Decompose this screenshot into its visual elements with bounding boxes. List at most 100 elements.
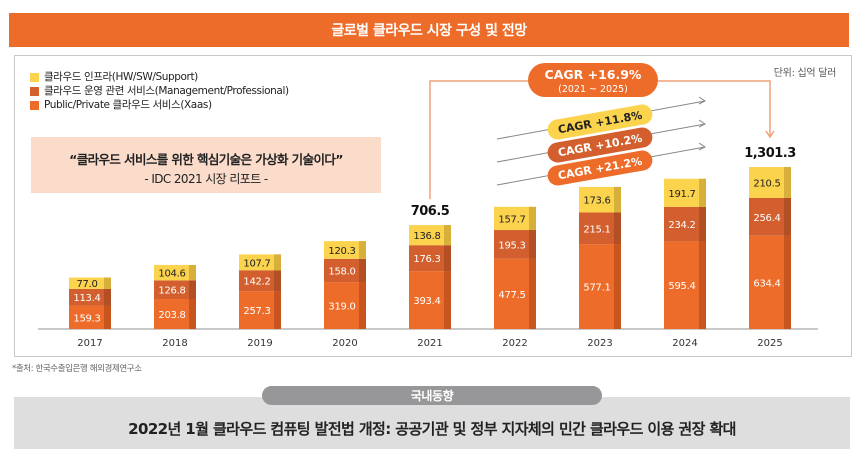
data-label-management-2019: 142.2 [243,277,270,288]
bar-edge-infra-2025 [784,167,791,198]
cagr-arrowhead-infra [698,96,706,105]
quote-main: “클라우드 서비스를 위한 핵심기술은 가상화 기술이다” [69,152,343,167]
data-label-public_private-2024: 595.4 [668,281,695,292]
source-note: *출처: 한국수출입은행 해외경제연구소 [12,364,142,374]
bar-edge-management-2019 [274,270,281,292]
x-tick-label-2019: 2019 [247,338,272,349]
bar-infra-2021 [409,225,451,246]
bar-management-2019 [239,270,281,292]
unit-label: 단위: 십억 달러 [773,68,837,79]
overall-cagr-label: CAGR +16.9% [545,67,642,82]
cagr-connector-arrowhead [765,130,775,139]
legend-swatch-management [30,86,39,96]
bar-edge-infra-2018 [189,264,196,281]
bar-edge-management-2018 [189,280,196,300]
bar-edge-infra-2020 [359,241,366,259]
x-tick-label-2017: 2017 [77,338,102,349]
cagr-arrowhead-public_private [698,142,706,151]
data-label-infra-2017: 77.0 [76,279,97,290]
overall-cagr-pill [528,63,658,97]
data-label-infra-2019: 107.7 [243,258,270,269]
bar-management-2018 [154,280,196,300]
bar-management-2017 [69,288,111,306]
bar-edge-infra-2024 [699,178,706,207]
x-tick-label-2018: 2018 [162,338,187,349]
legend-swatch-infra [30,72,39,82]
data-label-public_private-2025: 634.4 [753,278,780,289]
bar-edge-management-2025 [784,197,791,236]
overall-cagr-period: (2021 ~ 2025) [558,84,628,95]
data-label-public_private-2023: 577.1 [583,283,610,294]
bar-infra-2020 [324,241,366,259]
legend-label-management: 클라우드 운영 관련 서비스(Management/Professional) [44,85,289,97]
bar-edge-public_private-2025 [784,235,791,329]
data-label-public_private-2021: 393.4 [413,296,440,307]
bar-edge-public_private-2024 [699,241,706,329]
domestic-trend-headline: 2022년 1월 클라우드 컴퓨팅 발전법 개정: 공공기관 및 정부 지자체의… [128,420,736,438]
data-label-infra-2024: 191.7 [668,189,695,200]
x-tick-label-2022: 2022 [502,338,527,349]
bar-edge-public_private-2019 [274,291,281,329]
data-label-management-2020: 158.0 [328,266,355,277]
bar-infra-2019 [239,254,281,271]
bar-edge-infra-2023 [614,186,621,213]
data-label-management-2022: 195.3 [498,240,525,251]
legend-label-public-private: Public/Private 클라우드 서비스(Xaas) [44,99,212,111]
bar-management-2020 [324,258,366,283]
data-label-management-2024: 234.2 [668,220,695,231]
bar-edge-public_private-2018 [189,299,196,329]
data-label-management-2021: 176.3 [413,254,440,265]
x-tick-label-2025: 2025 [757,338,782,349]
data-label-public_private-2017: 159.3 [73,313,100,324]
data-label-infra-2021: 136.8 [413,231,440,242]
bar-infra-2017 [69,277,111,289]
data-label-management-2017: 113.4 [73,293,100,304]
bar-infra-2022 [494,206,536,231]
chart-legend: 클라우드 인프라(HW/SW/Support) 클라우드 운영 관련 서비스(M… [30,70,289,112]
legend-item-public-private: Public/Private 클라우드 서비스(Xaas) [30,98,289,112]
data-label-public_private-2022: 477.5 [498,290,525,301]
data-label-public_private-2018: 203.8 [158,310,185,321]
domestic-trend-box [14,397,850,449]
bar-edge-public_private-2020 [359,282,366,329]
domestic-trend-tab: 국내동향 [262,386,602,405]
bar-edge-management-2017 [104,288,111,306]
cagr-pill-management [547,127,653,163]
quote-source: - IDC 2021 시장 리포트 - [144,172,268,186]
legend-item-infra: 클라우드 인프라(HW/SW/Support) [30,70,289,84]
bar-infra-2018 [154,264,196,281]
bar-edge-public_private-2021 [444,271,451,329]
data-label-infra-2020: 120.3 [328,246,355,257]
cagr-arrowhead-management [698,119,706,128]
data-label-management-2023: 215.1 [583,224,610,235]
bar-edge-infra-2017 [104,277,111,289]
quote-box: “클라우드 서비스를 위한 핵심기술은 가상화 기술이다” - IDC 2021… [31,137,381,193]
data-label-management-2025: 256.4 [753,213,780,224]
legend-swatch-public-private [30,100,39,110]
data-label-infra-2023: 173.6 [583,196,610,207]
bar-edge-public_private-2022 [529,258,536,329]
bar-edge-infra-2022 [529,206,536,231]
data-label-infra-2025: 210.5 [753,178,780,189]
x-tick-label-2024: 2024 [672,338,697,349]
bar-edge-management-2024 [699,206,706,242]
bar-edge-infra-2019 [274,254,281,271]
x-tick-label-2020: 2020 [332,338,357,349]
data-label-infra-2022: 157.7 [498,214,525,225]
legend-item-management: 클라우드 운영 관련 서비스(Management/Professional) [30,84,289,98]
cagr-pill-public_private [547,150,653,186]
bar-edge-public_private-2023 [614,244,621,329]
total-label-2025: 1,301.3 [744,146,796,161]
data-label-public_private-2019: 257.3 [243,306,270,317]
bar-edge-management-2023 [614,212,621,245]
bar-edge-management-2022 [529,230,536,259]
x-tick-label-2023: 2023 [587,338,612,349]
data-label-public_private-2020: 319.0 [328,302,355,313]
bar-edge-management-2021 [444,245,451,272]
total-label-2021: 706.5 [411,204,450,219]
data-label-management-2018: 126.8 [158,286,185,297]
data-label-infra-2018: 104.6 [158,269,185,280]
legend-label-infra: 클라우드 인프라(HW/SW/Support) [44,71,198,83]
x-tick-label-2021: 2021 [417,338,442,349]
